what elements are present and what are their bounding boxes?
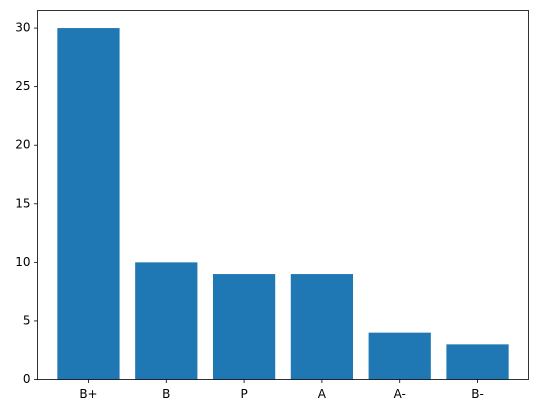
x-tick-label: B- bbox=[471, 387, 484, 401]
bar bbox=[57, 28, 120, 380]
y-tick-label: 25 bbox=[15, 79, 30, 93]
y-tick-label: 5 bbox=[23, 313, 31, 327]
y-tick-label: 0 bbox=[23, 372, 31, 386]
y-tick-label: 10 bbox=[15, 255, 30, 269]
bar bbox=[290, 274, 354, 380]
x-tick-label: B bbox=[162, 387, 170, 401]
y-tick-label: 15 bbox=[15, 196, 30, 210]
axes-frame bbox=[37, 10, 529, 380]
x-tick-label: A- bbox=[394, 387, 406, 401]
y-tick-label: 30 bbox=[15, 21, 30, 35]
bar bbox=[135, 262, 198, 380]
bar bbox=[368, 332, 431, 380]
x-tick-label: P bbox=[240, 387, 247, 401]
bar bbox=[212, 274, 276, 380]
x-tick-label: A bbox=[318, 387, 327, 401]
y-tick-label: 20 bbox=[15, 138, 30, 152]
x-tick-label: B+ bbox=[79, 387, 97, 401]
bar bbox=[446, 344, 509, 380]
